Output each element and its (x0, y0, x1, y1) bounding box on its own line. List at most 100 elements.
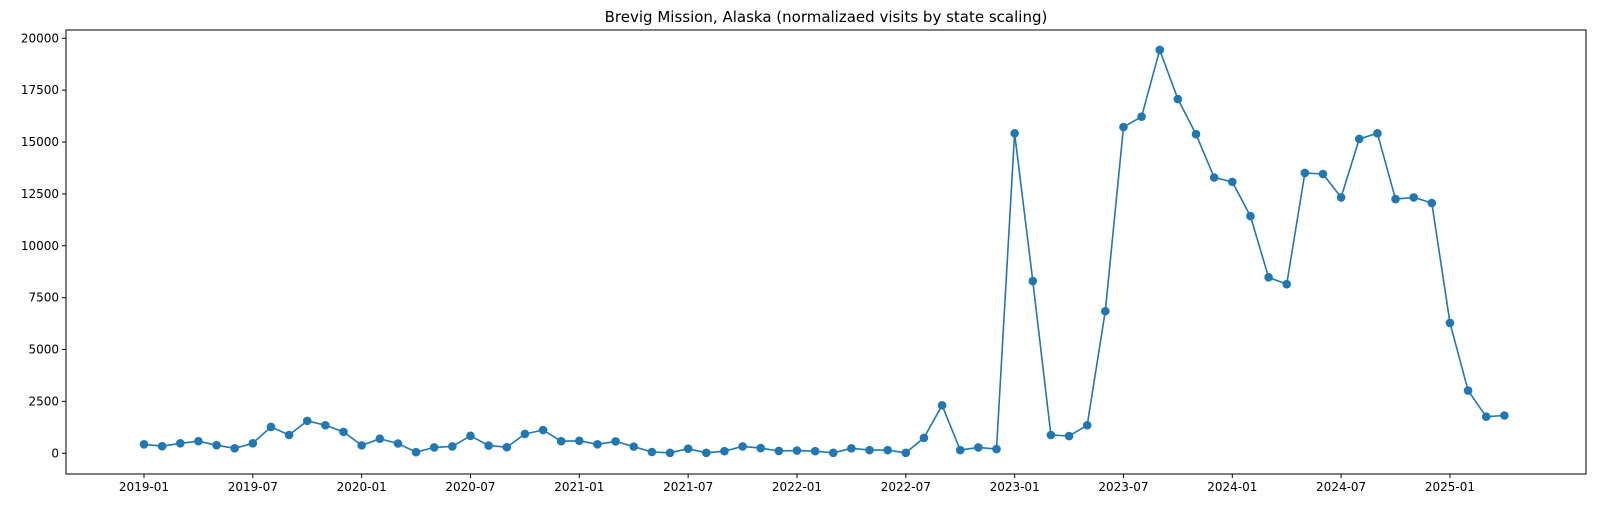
data-point (955, 445, 965, 455)
data-point (1373, 129, 1382, 138)
data-point (901, 448, 911, 458)
y-tick-label: 10000 (21, 239, 59, 253)
data-point (1101, 306, 1110, 316)
data-point (865, 445, 874, 455)
data-point (629, 442, 639, 451)
data-point (919, 433, 929, 443)
data-point (520, 429, 530, 439)
data-point (1300, 168, 1310, 178)
data-point (720, 446, 729, 456)
y-tick-label: 0 (51, 446, 59, 460)
data-point (1427, 198, 1437, 208)
data-point (611, 437, 620, 446)
data-point (284, 430, 294, 440)
data-point (411, 447, 421, 457)
data-point (1173, 94, 1183, 104)
data-point (1282, 279, 1292, 289)
x-tick-label: 2020-01 (337, 480, 387, 494)
data-point (665, 448, 675, 458)
data-point (1228, 177, 1237, 187)
data-point (1481, 412, 1491, 422)
x-tick-label: 2021-07 (663, 480, 713, 494)
data-point (556, 436, 566, 446)
x-tick-label: 2020-07 (445, 480, 495, 494)
data-point (1445, 318, 1455, 328)
data-point (1354, 134, 1364, 144)
x-tick-label: 2022-07 (881, 480, 931, 494)
y-tick-label: 12500 (21, 187, 59, 201)
data-point (448, 442, 457, 451)
series-line (143, 49, 1505, 454)
data-point (992, 444, 1001, 454)
chart-title: Brevig Mission, Alaska (normalizaed visi… (604, 8, 1048, 26)
data-point (1119, 122, 1128, 132)
y-tick-label: 17500 (21, 83, 59, 97)
data-point (466, 431, 475, 441)
data-point (756, 443, 766, 453)
data-point (575, 436, 584, 446)
data-point (230, 443, 239, 453)
data-point (502, 442, 512, 452)
data-point (194, 436, 203, 446)
data-point (774, 446, 784, 456)
chart-axes: 2019-01 2019-07 2020-01 2020-07 2021-01 2021-… (21, 31, 1475, 494)
data-point (484, 441, 493, 450)
data-point (339, 427, 348, 437)
y-tick-label: 15000 (21, 135, 59, 149)
data-point (792, 446, 802, 455)
data-point (593, 440, 602, 449)
data-point (429, 443, 439, 452)
x-tick-label: 2019-01 (119, 480, 169, 494)
data-point (974, 443, 983, 452)
data-point (1463, 386, 1473, 395)
x-tick-label: 2023-07 (1098, 480, 1148, 494)
data-point (937, 401, 947, 410)
data-point (212, 440, 221, 450)
data-point (1318, 169, 1328, 179)
data-point (538, 425, 548, 435)
y-tick-label: 20000 (21, 31, 59, 45)
chart-marks (139, 45, 1509, 458)
data-point (683, 444, 693, 453)
x-tick-label: 2024-01 (1207, 480, 1257, 494)
data-point (1191, 129, 1201, 139)
x-tick-label: 2022-01 (772, 480, 822, 494)
data-point (828, 448, 838, 458)
data-point (139, 440, 149, 449)
data-point (1264, 273, 1273, 282)
data-point (302, 416, 312, 426)
y-tick-label: 2500 (28, 394, 59, 408)
data-point (393, 439, 403, 448)
x-tick-label: 2023-01 (990, 480, 1040, 494)
data-point (847, 443, 856, 453)
data-point (883, 445, 892, 455)
x-tick-label: 2025-01 (1425, 480, 1475, 494)
data-point (1046, 430, 1056, 440)
plot-frame (65, 29, 1587, 475)
data-point (1500, 411, 1509, 420)
data-point (266, 422, 276, 432)
y-tick-label: 5000 (28, 343, 59, 357)
data-point (1010, 129, 1019, 138)
data-point (1155, 45, 1165, 55)
data-point (1137, 112, 1146, 122)
data-point (1336, 193, 1346, 202)
data-point (810, 446, 820, 456)
data-point (375, 434, 385, 444)
x-tick-label: 2024-07 (1316, 480, 1366, 494)
data-point (1064, 431, 1074, 441)
data-point (701, 448, 711, 458)
data-point (1028, 276, 1038, 286)
y-tick-label: 7500 (28, 291, 59, 305)
data-point (1209, 173, 1219, 182)
data-point (647, 447, 657, 457)
data-point (321, 420, 330, 430)
data-point (357, 441, 366, 450)
data-point (1391, 194, 1400, 204)
x-tick-label: 2019-07 (228, 480, 278, 494)
data-point (157, 441, 167, 451)
data-point (1409, 193, 1418, 202)
data-point (248, 438, 258, 448)
data-point (1246, 211, 1255, 221)
